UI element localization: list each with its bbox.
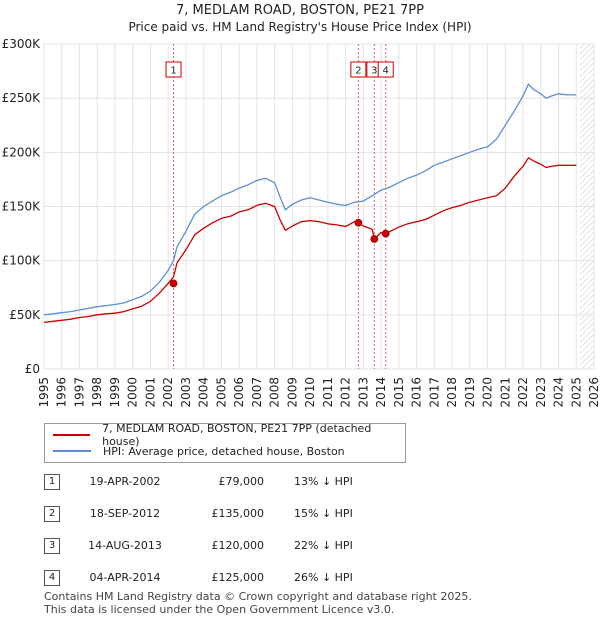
table-row: 4 04-APR-2014 £125,000 26% ↓ HPI (44, 568, 424, 586)
chart-title: 7, MEDLAM ROAD, BOSTON, PE21 7PP (176, 3, 424, 18)
hpi-series-line (43, 83, 577, 316)
sale-number-badge: 3 (44, 538, 60, 554)
x-tick-label: 2010 (303, 377, 317, 408)
y-tick-label: £150K (2, 200, 42, 214)
x-tick-label: 2016 (410, 377, 424, 408)
x-tick-label: 2001 (143, 377, 157, 408)
x-tick-label: 2012 (339, 377, 353, 408)
sale-marker-number: 4 (383, 66, 389, 77)
x-tick-label: 1998 (90, 377, 104, 408)
sale-hpi-diff: 13% ↓ HPI (294, 475, 353, 488)
sale-price: £135,000 (211, 507, 265, 520)
sale-number-badge: 4 (44, 570, 60, 586)
footer-line-2: This data is licensed under the Open Gov… (44, 603, 395, 616)
x-tick-label: 2017 (427, 377, 441, 408)
x-tick-label: 2024 (552, 377, 566, 408)
footer-line-1: Contains HM Land Registry data © Crown c… (44, 590, 472, 603)
sale-price: £125,000 (211, 571, 265, 584)
chart-legend: 7, MEDLAM ROAD, BOSTON, PE21 7PP (detach… (44, 422, 406, 463)
x-tick-label: 1999 (108, 377, 122, 408)
sale-marker-box (377, 61, 394, 78)
sale-point (354, 218, 363, 227)
x-tick-label: 2004 (197, 377, 211, 408)
sale-marker-number: 1 (170, 66, 176, 77)
x-tick-label: 1995 (37, 377, 51, 408)
x-tick-label: 2023 (534, 377, 548, 408)
x-tick-label: 2011 (321, 377, 335, 408)
price-chart: 7, MEDLAM ROAD, BOSTON, PE21 7PP Price p… (2, 3, 600, 408)
x-tick-label: 2000 (126, 377, 140, 408)
y-tick-label: £0 (25, 362, 40, 376)
x-tick-label: 2019 (463, 377, 477, 408)
x-tick-label: 2015 (392, 377, 406, 408)
sale-price: £120,000 (211, 539, 265, 552)
table-row: 1 19-APR-2002 £79,000 13% ↓ HPI (44, 472, 424, 490)
sale-number-badge: 2 (44, 506, 60, 522)
y-tick-label: £250K (2, 91, 42, 105)
x-tick-label: 2006 (232, 377, 246, 408)
x-tick-label: 2014 (374, 377, 388, 408)
sale-hpi-diff: 22% ↓ HPI (294, 539, 353, 552)
x-tick-label: 2007 (250, 377, 264, 408)
sale-marker-box (165, 61, 182, 78)
sale-price: £79,000 (218, 475, 265, 488)
footer-attribution: Contains HM Land Registry data © Crown c… (44, 590, 472, 616)
x-tick-label: 2026 (587, 377, 600, 408)
x-tick-label: 2003 (179, 377, 193, 408)
property-series-line (43, 157, 577, 324)
x-tick-label: 2018 (445, 377, 459, 408)
legend-swatch-property (53, 434, 91, 436)
x-tick-label: 2009 (285, 377, 299, 408)
sale-marker-number: 3 (371, 66, 377, 77)
x-tick-label: 1997 (72, 377, 86, 408)
sale-date: 19-APR-2002 (89, 475, 161, 488)
sale-point (169, 279, 178, 288)
legend-item-hpi: HPI: Average price, detached house, Bost… (53, 443, 345, 459)
x-tick-label: 1996 (55, 377, 69, 408)
legend-item-property: 7, MEDLAM ROAD, BOSTON, PE21 7PP (detach… (53, 422, 405, 448)
x-tick-label: 2002 (161, 377, 175, 408)
sale-hpi-diff: 15% ↓ HPI (294, 507, 353, 520)
sale-point (370, 235, 379, 243)
x-tick-label: 2008 (268, 377, 282, 408)
x-tick-label: 2022 (516, 377, 530, 408)
table-row: 2 18-SEP-2012 £135,000 15% ↓ HPI (44, 504, 424, 522)
y-tick-label: £100K (2, 254, 42, 268)
x-tick-label: 2013 (356, 377, 370, 408)
y-tick-label: £300K (2, 37, 42, 51)
x-tick-label: 2021 (498, 377, 512, 408)
legend-swatch-hpi (53, 450, 91, 452)
x-tick-label: 2020 (481, 377, 495, 408)
sale-marker-box (350, 61, 367, 78)
legend-label-property: 7, MEDLAM ROAD, BOSTON, PE21 7PP (detach… (102, 422, 372, 448)
sale-marker-number: 2 (355, 66, 361, 77)
sale-point (381, 229, 390, 238)
sale-number-badge: 1 (44, 474, 60, 490)
table-row: 3 14-AUG-2013 £120,000 22% ↓ HPI (44, 536, 424, 554)
y-tick-label: £200K (2, 145, 42, 159)
sale-date: 04-APR-2014 (89, 571, 161, 584)
x-tick-label: 2025 (569, 377, 583, 408)
chart-subtitle: Price paid vs. HM Land Registry's House … (128, 20, 471, 34)
sale-date: 14-AUG-2013 (88, 539, 162, 552)
sale-date: 18-SEP-2012 (89, 507, 161, 520)
x-tick-label: 2005 (214, 377, 228, 408)
sale-hpi-diff: 26% ↓ HPI (294, 571, 353, 584)
y-tick-label: £50K (9, 308, 41, 322)
legend-label-hpi: HPI: Average price, detached house, Bost… (103, 444, 345, 458)
